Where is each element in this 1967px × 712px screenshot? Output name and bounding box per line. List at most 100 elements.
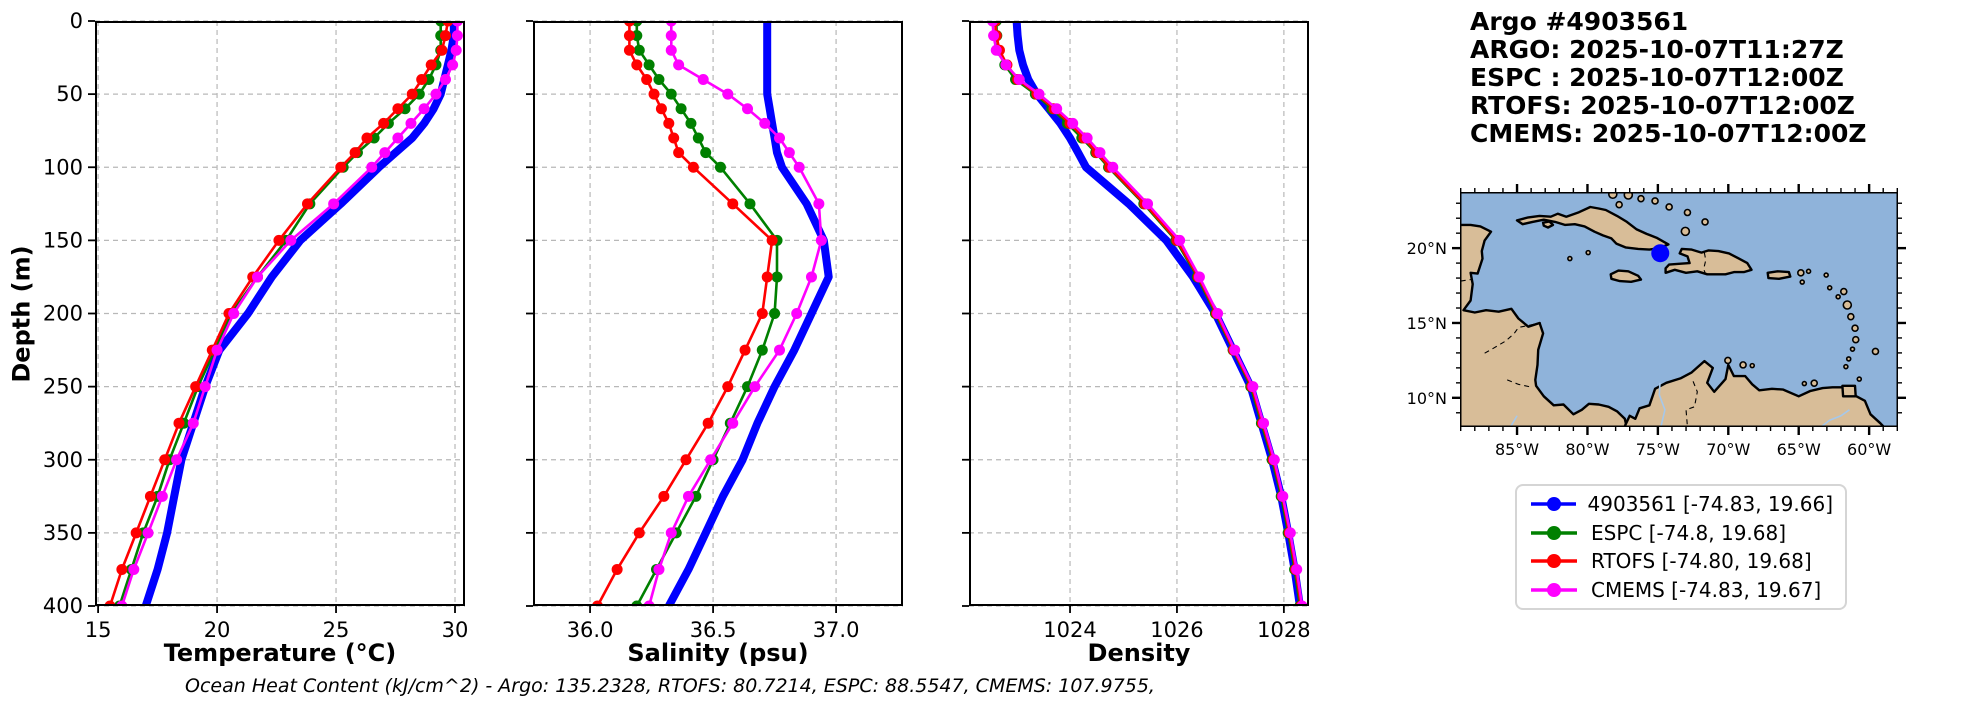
- small-island: [1637, 194, 1645, 203]
- cmems-marker: [1107, 161, 1119, 173]
- density-chart-svg: 1024 1026 1028: [962, 20, 1311, 642]
- espc-marker: [675, 103, 687, 115]
- depth-ytick-label: 250: [43, 375, 83, 399]
- cmems-marker: [1000, 59, 1012, 71]
- depth-ytick-label: 200: [43, 302, 83, 326]
- rtofs-marker: [173, 417, 185, 429]
- salinity-xtick-label: 36.5: [690, 618, 737, 642]
- river: [1658, 382, 1666, 427]
- rtofs-marker: [687, 161, 699, 173]
- espc-marker: [700, 147, 712, 159]
- map-lon-label: 60°W: [1847, 440, 1891, 459]
- rtofs-marker: [702, 417, 714, 429]
- cmems-marker: [1284, 527, 1296, 539]
- small-island: [1871, 347, 1880, 356]
- cmems-marker: [451, 30, 463, 42]
- temperature-xtick-label: 25: [323, 618, 350, 642]
- map-lat-label: 10°N: [1407, 389, 1447, 408]
- espc-marker: [744, 198, 756, 210]
- country-border: [1623, 417, 1628, 424]
- cmems-marker: [1229, 344, 1241, 356]
- cmems-marker: [1258, 417, 1270, 429]
- salinity-chart-svg: 36.0 36.5 37.0: [526, 20, 903, 642]
- cmems-marker: [783, 147, 795, 159]
- depth-axis-label: Depth (m): [8, 244, 36, 383]
- cmems-marker: [759, 117, 771, 129]
- map-lon-label: 80°W: [1565, 440, 1609, 459]
- espc-marker: [653, 74, 665, 85]
- cmems-marker: [727, 417, 739, 429]
- small-island: [1623, 192, 1634, 200]
- cmems-marker: [1142, 198, 1154, 210]
- cmems-marker: [430, 88, 442, 100]
- cmems-marker: [697, 74, 709, 85]
- title-float-id: Argo #4903561: [1470, 7, 1689, 36]
- cmems-marker: [805, 271, 817, 283]
- cmems-marker: [1291, 563, 1303, 575]
- rtofs-marker: [130, 527, 142, 539]
- cmems-marker: [1247, 381, 1259, 393]
- depth-ytick-label: 350: [43, 521, 83, 545]
- depth-ytick-label: 400: [43, 594, 83, 618]
- rtofs-marker: [623, 44, 635, 56]
- espc-legend-sample: [1531, 525, 1577, 540]
- small-island: [1680, 226, 1691, 237]
- cmems-marker: [128, 563, 140, 575]
- cmems-marker: [665, 30, 677, 42]
- cmems-marker: [813, 198, 825, 210]
- temperature-xtick-label: 20: [204, 618, 231, 642]
- small-island: [1585, 249, 1591, 256]
- rtofs-marker: [658, 490, 670, 502]
- cmems-marker: [1033, 88, 1045, 100]
- small-island: [1799, 279, 1806, 285]
- small-island: [1665, 203, 1673, 211]
- 4903561-salinity-line: [664, 21, 833, 606]
- small-island: [1849, 346, 1856, 352]
- cmems-marker: [1067, 117, 1079, 129]
- density-profile-chart: 1024 1026 1028: [962, 20, 1311, 642]
- rtofs-marker: [766, 234, 778, 246]
- rtofs-marker: [623, 30, 635, 42]
- land-jamaica: [1609, 269, 1643, 283]
- cmems-marker: [815, 234, 827, 246]
- map-lon-label: 70°W: [1706, 440, 1750, 459]
- rtofs-marker: [611, 563, 623, 575]
- cmems-marker: [1051, 103, 1063, 115]
- argo-location-marker: [1651, 244, 1670, 263]
- land-hispaniola: [1664, 247, 1753, 276]
- small-island: [1801, 380, 1808, 387]
- depth-ytick-label: 100: [43, 155, 83, 179]
- rtofs-marker: [648, 88, 660, 100]
- rtofs-marker: [349, 147, 361, 159]
- legend-entry-cmems: CMEMS [-74.83, 19.67]: [1529, 578, 1833, 602]
- cmems-marker: [705, 454, 717, 466]
- rtofs-marker: [335, 161, 347, 173]
- cmems-marker: [1094, 147, 1106, 159]
- map-svg: 85°W 80°W 75°W 70°W 65°W 60°W 20°N 15°N 10°N: [1407, 184, 1906, 459]
- rtofs-marker: [273, 234, 285, 246]
- cmems-marker: [988, 30, 1000, 42]
- map-lon-label: 75°W: [1636, 440, 1680, 459]
- rtofs-marker: [641, 74, 653, 85]
- small-island: [1851, 335, 1860, 344]
- location-map: 85°W 80°W 75°W 70°W 65°W 60°W 20°N 15°N 10°N: [1407, 184, 1906, 459]
- small-island: [1797, 269, 1805, 277]
- cmems-marker: [791, 308, 803, 319]
- land-trinidad: [1841, 384, 1857, 398]
- rtofs-marker: [190, 381, 202, 393]
- rtofs-marker: [439, 30, 451, 42]
- title-argo-time: ARGO: 2025-10-07T11:27Z: [1470, 35, 1844, 64]
- espc-marker: [665, 88, 677, 100]
- density-xtick-label: 1024: [1043, 618, 1096, 642]
- cmems-marker: [392, 132, 404, 144]
- cmems-marker: [285, 234, 297, 246]
- cmems-marker: [774, 344, 786, 356]
- small-island: [1749, 362, 1756, 369]
- title-espc-time: ESPC : 2025-10-07T12:00Z: [1470, 63, 1844, 92]
- espc-marker: [756, 344, 768, 356]
- temperature-axis-label: Temperature (°C): [163, 639, 397, 667]
- cmems-legend-sample: [1531, 582, 1577, 597]
- small-island: [1835, 293, 1841, 300]
- cmems-marker: [682, 490, 694, 502]
- cmems-marker: [1268, 454, 1280, 466]
